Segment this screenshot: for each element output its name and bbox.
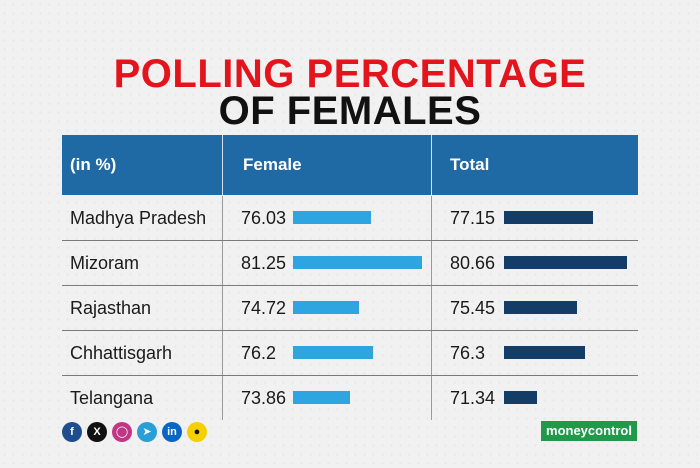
header-divider	[222, 135, 223, 195]
column-divider	[222, 286, 223, 330]
total-value: 71.34	[450, 388, 496, 408]
state-name: Telangana	[70, 388, 154, 408]
header-unit: (in %)	[70, 155, 117, 174]
total-bar	[504, 256, 628, 269]
total-value: 76.3	[450, 343, 486, 363]
total-bar	[504, 346, 585, 359]
total-value: 77.15	[450, 208, 496, 228]
state-name: Rajasthan	[70, 298, 152, 318]
brand-logo: moneycontrol	[541, 421, 637, 441]
state-name: Madhya Pradesh	[70, 208, 207, 228]
column-divider	[431, 241, 432, 285]
chart-title-line2: OF FEMALES	[218, 89, 482, 133]
header-female: Female	[243, 155, 302, 174]
table-row: Chhattisgarh 76.2 76.3	[62, 331, 638, 376]
telegram-icon[interactable]: ➤	[137, 422, 157, 442]
female-bar	[293, 391, 351, 404]
column-divider	[222, 196, 223, 240]
state-name: Chhattisgarh	[70, 343, 173, 363]
instagram-icon[interactable]: ◯	[112, 422, 132, 442]
facebook-icon[interactable]: f	[62, 422, 82, 442]
female-bar	[293, 211, 372, 224]
female-bar	[293, 346, 373, 359]
chart-title-line1: POLLING PERCENTAGE	[113, 52, 587, 96]
column-divider	[222, 376, 223, 420]
header-total: Total	[450, 155, 490, 174]
column-divider	[431, 376, 432, 420]
column-divider	[431, 196, 432, 240]
state-name: Mizoram	[70, 253, 140, 273]
female-value: 81.25	[241, 253, 287, 273]
column-divider	[431, 286, 432, 330]
female-bar	[293, 256, 423, 269]
total-bar	[504, 391, 537, 404]
x-icon[interactable]: X	[87, 422, 107, 442]
snapchat-icon[interactable]: ●	[187, 422, 207, 442]
total-value: 75.45	[450, 298, 496, 318]
column-divider	[222, 241, 223, 285]
table-body: Madhya Pradesh 76.03 77.15 Mizoram 81.25…	[62, 196, 638, 420]
total-bar	[504, 301, 577, 314]
total-value: 80.66	[450, 253, 496, 273]
total-bar	[504, 211, 594, 224]
female-value: 76.03	[241, 208, 287, 228]
column-divider	[222, 331, 223, 375]
table-row: Mizoram 81.25 80.66	[62, 241, 638, 286]
linkedin-icon[interactable]: in	[162, 422, 182, 442]
female-value: 76.2	[241, 343, 277, 363]
female-value: 73.86	[241, 388, 287, 408]
table-row: Rajasthan 74.72 75.45	[62, 286, 638, 331]
table-row: Madhya Pradesh 76.03 77.15	[62, 196, 638, 241]
column-divider	[431, 331, 432, 375]
female-value: 74.72	[241, 298, 287, 318]
female-bar	[293, 301, 359, 314]
table-row: Telangana 73.86 71.34	[62, 376, 638, 420]
table-header: (in %) Female Total	[62, 135, 638, 195]
header-divider	[431, 135, 432, 195]
